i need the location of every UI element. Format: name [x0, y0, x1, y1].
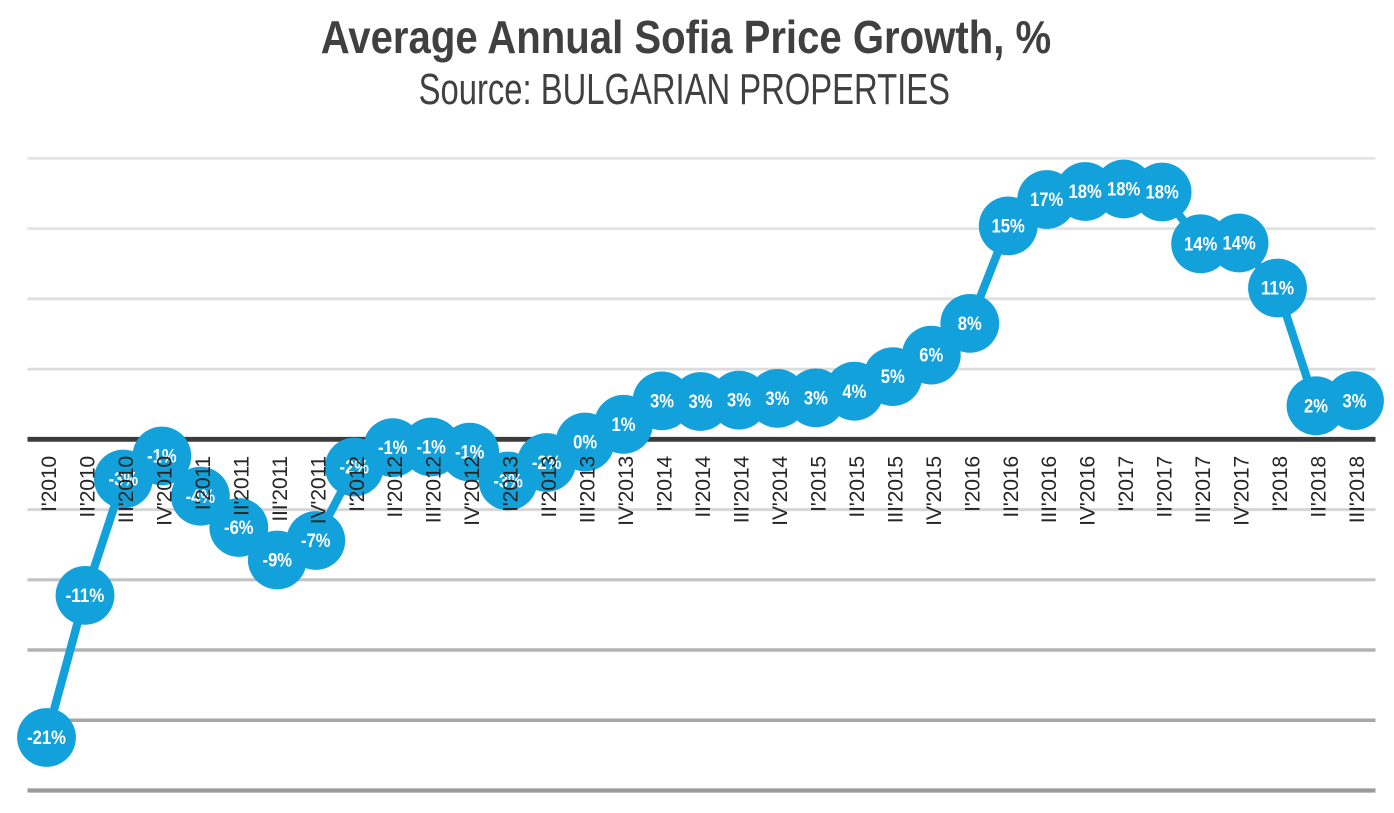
svg-text:I'2017: I'2017: [1115, 456, 1138, 512]
svg-text:III'2010: III'2010: [115, 456, 138, 523]
svg-text:I'2010: I'2010: [38, 456, 61, 512]
svg-text:IV'2016: IV'2016: [1077, 456, 1100, 526]
svg-text:11%: 11%: [1261, 279, 1294, 300]
svg-text:15%: 15%: [992, 217, 1025, 238]
svg-text:14%: 14%: [1222, 234, 1255, 255]
svg-text:I'2013: I'2013: [500, 456, 523, 512]
svg-text:-3%: -3%: [493, 472, 523, 493]
svg-text:III'2012: III'2012: [423, 456, 446, 523]
svg-text:II'2014: II'2014: [692, 456, 715, 518]
svg-text:14%: 14%: [1184, 234, 1217, 255]
svg-text:-1%: -1%: [378, 438, 408, 459]
svg-text:II'2017: II'2017: [1154, 456, 1177, 518]
svg-text:-2%: -2%: [340, 458, 370, 479]
svg-text:IV'2015: IV'2015: [923, 456, 946, 526]
svg-text:I'2012: I'2012: [346, 456, 369, 512]
svg-text:-2%: -2%: [532, 453, 562, 474]
svg-text:IV'2013: IV'2013: [615, 456, 638, 526]
svg-text:II'2018: II'2018: [1308, 456, 1331, 518]
svg-text:8%: 8%: [958, 314, 982, 335]
svg-text:3%: 3%: [689, 392, 713, 413]
svg-text:-1%: -1%: [455, 443, 485, 464]
svg-text:IV'2017: IV'2017: [1231, 456, 1254, 526]
svg-text:18%: 18%: [1107, 180, 1140, 201]
svg-text:-1%: -1%: [416, 438, 446, 459]
svg-text:I'2014: I'2014: [654, 456, 677, 512]
svg-text:III'2015: III'2015: [884, 456, 907, 523]
svg-text:II'2010: II'2010: [77, 456, 100, 518]
svg-text:17%: 17%: [1030, 190, 1063, 211]
svg-text:-9%: -9%: [263, 551, 293, 572]
svg-text:-6%: -6%: [224, 518, 254, 539]
svg-text:II'2015: II'2015: [846, 456, 869, 518]
svg-text:3%: 3%: [804, 389, 828, 410]
svg-text:18%: 18%: [1069, 182, 1102, 203]
svg-text:3%: 3%: [1343, 391, 1367, 412]
svg-text:III'2011: III'2011: [269, 456, 292, 522]
svg-text:III'2018: III'2018: [1346, 456, 1369, 523]
svg-text:III'2013: III'2013: [577, 456, 600, 523]
svg-text:II'2013: II'2013: [538, 456, 561, 518]
svg-text:3%: 3%: [765, 389, 789, 410]
svg-text:IV'2014: IV'2014: [769, 456, 792, 526]
svg-text:II'2011: II'2011: [230, 456, 253, 516]
svg-text:IV'2010: IV'2010: [153, 456, 176, 526]
svg-text:2%: 2%: [1304, 396, 1328, 417]
svg-text:I'2015: I'2015: [807, 456, 830, 512]
svg-text:-1%: -1%: [147, 447, 177, 468]
svg-text:18%: 18%: [1145, 183, 1178, 204]
svg-text:III'2017: III'2017: [1192, 456, 1215, 523]
svg-text:I'2018: I'2018: [1269, 456, 1292, 512]
svg-text:0%: 0%: [573, 433, 597, 454]
svg-text:-11%: -11%: [66, 586, 105, 607]
svg-text:3%: 3%: [650, 392, 674, 413]
svg-text:1%: 1%: [612, 415, 636, 436]
svg-text:I'2011: I'2011: [192, 456, 215, 510]
svg-text:-7%: -7%: [301, 531, 331, 552]
svg-text:-21%: -21%: [27, 728, 66, 749]
svg-text:-4%: -4%: [186, 487, 216, 508]
svg-text:IV'2012: IV'2012: [461, 456, 484, 526]
svg-text:-3%: -3%: [109, 470, 139, 491]
svg-text:I'2016: I'2016: [961, 456, 984, 512]
svg-text:IV'2011: IV'2011: [307, 456, 330, 524]
svg-text:II'2012: II'2012: [384, 456, 407, 518]
svg-text:5%: 5%: [881, 367, 905, 388]
svg-text:3%: 3%: [727, 391, 751, 412]
svg-text:6%: 6%: [919, 346, 943, 367]
svg-text:III'2016: III'2016: [1038, 456, 1061, 523]
svg-text:III'2014: III'2014: [731, 456, 754, 524]
svg-text:II'2016: II'2016: [1000, 456, 1023, 518]
svg-text:4%: 4%: [842, 382, 866, 403]
